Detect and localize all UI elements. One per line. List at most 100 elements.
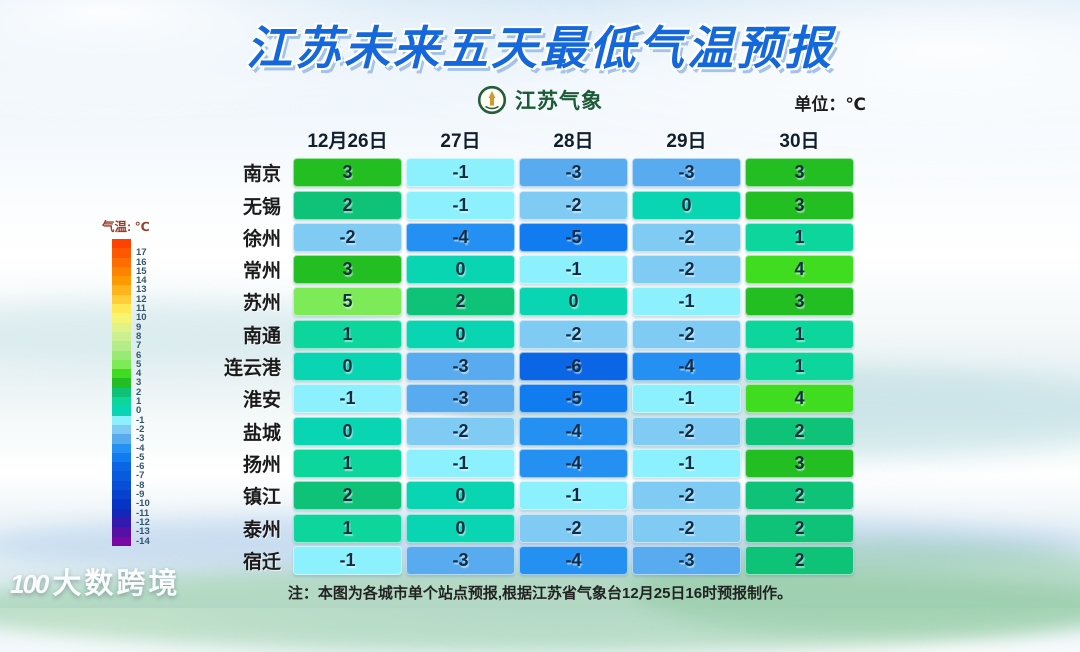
temp-cell: 1 [745,319,854,349]
temp-cell: 2 [406,287,515,317]
temp-cell: -3 [406,352,515,382]
watermark: 100 大数跨境 [10,560,180,602]
legend-swatch [112,369,131,379]
watermark-logo-icon: 100 [10,569,49,599]
date-column-header: 30日 [779,130,820,152]
temp-cell: -3 [406,384,515,414]
legend-entry: 9 [112,321,150,333]
temp-cell: -1 [406,158,515,188]
legend-entry: 15 [112,265,150,277]
legend-entry: 5 [112,359,150,370]
legend-label: 7 [136,340,142,352]
temp-cell: -2 [632,255,741,285]
temp-cell: 4 [745,384,854,414]
forecast-table: 12月26日 27日 28日 29日 30日 南京 3 -1 -3 -3 3 无锡 2 -1 -2 0 3 徐州 -… [205,126,854,575]
legend-label: 11 [136,303,147,315]
temp-cell: -4 [519,545,628,575]
legend-swatch [112,397,131,407]
legend-entry: -6 [112,461,150,473]
legend-label: -13 [136,526,150,538]
legend-swatch [112,359,131,370]
temp-cell: 1 [293,513,402,543]
legend-label: 8 [136,330,142,342]
colorbar-title: 气温: ℃ [102,220,150,234]
legend-swatch [112,331,131,342]
temp-cell: -1 [632,287,741,317]
temp-cell: -2 [632,416,741,446]
legend-swatch [112,434,131,444]
temp-cell: 3 [745,158,854,188]
temp-cell: -2 [406,416,515,446]
temp-cell: -6 [519,352,628,382]
footnote: 注：本图为各城市单个站点预报,根据江苏省气象台12月25日16时预报制作。 [287,585,793,602]
legend-swatch [112,490,131,500]
temp-cell: 0 [406,513,515,543]
agency-logo-text: 江苏气象 [515,90,603,113]
city-label: 扬州 [242,454,281,476]
legend-label: -11 [136,507,150,519]
legend-label: 1 [136,396,142,408]
legend-entry: 11 [112,304,150,313]
legend-label: 17 [136,247,147,259]
legend-entry: -10 [112,499,150,509]
legend-entry: 16 [112,256,150,268]
legend-swatch [112,304,131,314]
legend-swatch [112,239,131,249]
legend-label: 16 [136,256,147,268]
legend-swatch [112,350,131,360]
legend-swatch [112,471,131,481]
temp-cell: -1 [293,384,402,414]
legend-entry: -11 [112,507,150,519]
legend-label: -5 [136,451,145,463]
city-label: 宿迁 [242,551,281,573]
temp-cell: 0 [406,319,515,349]
temp-cell: -2 [519,319,628,349]
temp-cell: -4 [519,448,628,478]
temp-cell: 2 [745,513,854,543]
legend-swatch [112,536,131,546]
temp-cell: 0 [406,255,515,285]
legend-label: 14 [136,275,147,287]
temp-cell: 3 [293,158,402,188]
temp-cell: -5 [519,384,628,414]
legend-entry: -8 [112,480,150,490]
legend-swatch [112,313,131,323]
legend-label: -4 [136,442,145,454]
legend-entry: -5 [112,451,150,463]
legend-label: 13 [136,284,147,296]
legend-swatch [112,248,131,258]
legend-label: -9 [136,489,145,501]
legend-label: -2 [136,423,145,435]
temp-cell: -1 [519,255,628,285]
legend-entry: 17 [112,247,150,259]
legend-swatch [112,406,131,416]
legend-entry: -9 [112,490,150,499]
temp-cell: -4 [632,352,741,382]
legend-swatch [112,517,131,528]
legend-label: 9 [136,321,142,333]
legend-label: 15 [136,265,147,277]
temp-cell: -4 [406,222,515,252]
page-title: 江苏未来五天最低气温预报 [246,22,834,74]
legend-entry: -4 [112,442,150,454]
legend-swatch [112,424,131,435]
temp-cell: -2 [519,513,628,543]
temp-cell: 1 [293,319,402,349]
legend-entry: -7 [112,471,150,481]
date-column-header: 29日 [666,130,707,152]
legend-entry: 3 [112,378,150,388]
agency-logo: 江苏气象 [0,84,1080,116]
legend-label: -6 [136,461,145,473]
legend-swatch [112,322,131,332]
legend-label: -1 [136,414,145,426]
temp-cell: -2 [632,222,741,252]
temp-cell: -2 [632,513,741,543]
legend-entry: 6 [112,350,150,360]
date-column-header: 12月26日 [307,130,388,152]
table-corner [205,126,289,152]
temp-cell: 3 [745,190,854,220]
legend-label: 4 [136,368,142,380]
temp-cell: -2 [519,190,628,220]
legend-swatch [112,462,131,472]
city-label: 南通 [242,325,281,347]
